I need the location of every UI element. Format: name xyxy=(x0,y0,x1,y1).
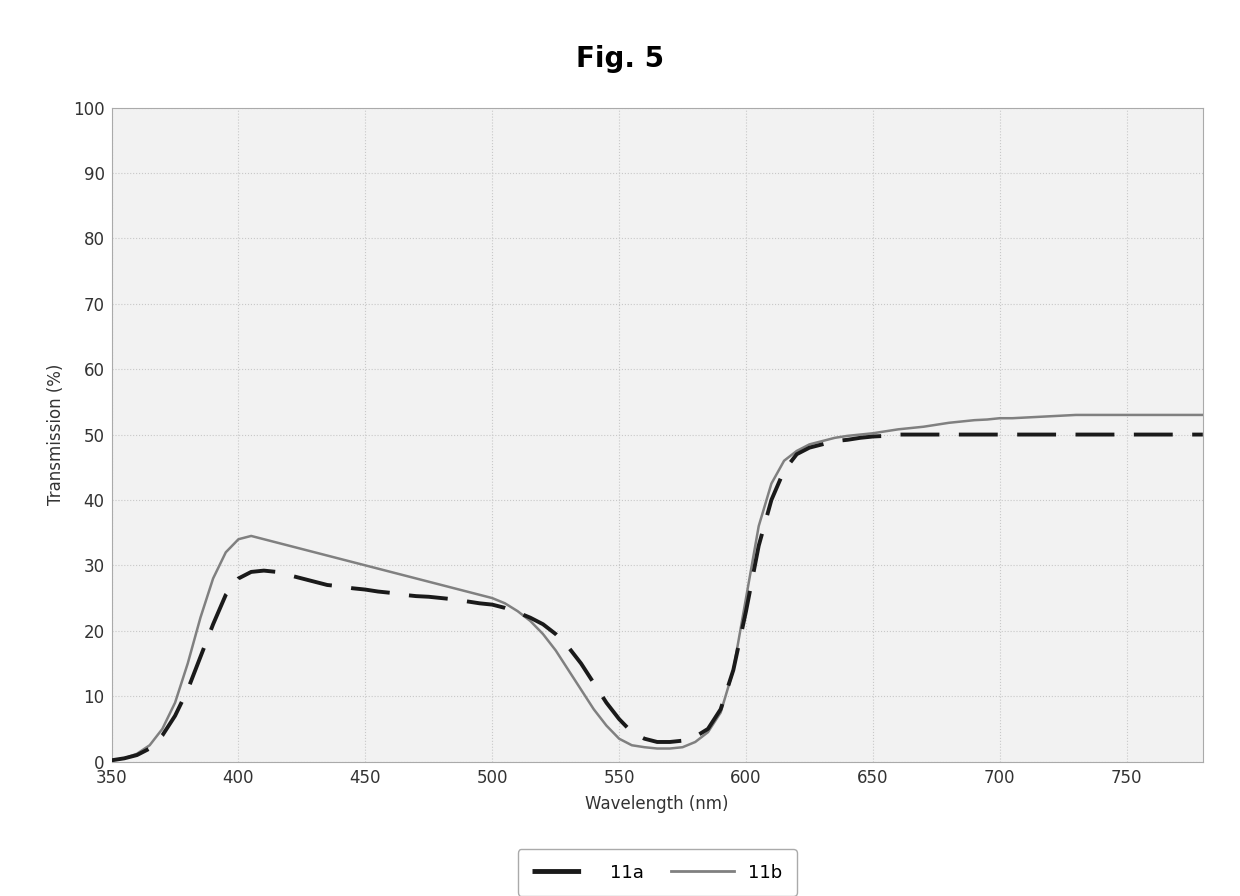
11a xyxy=(281,570,296,581)
11a xyxy=(345,583,360,594)
11b xyxy=(650,743,665,754)
11a xyxy=(104,755,119,766)
11b xyxy=(560,665,575,676)
Line: 11a: 11a xyxy=(112,435,1203,761)
Text: Fig. 5: Fig. 5 xyxy=(575,45,665,73)
11b xyxy=(992,413,1007,424)
11a xyxy=(890,429,905,440)
11a xyxy=(1195,429,1210,440)
11b xyxy=(104,755,119,766)
11a xyxy=(1006,429,1021,440)
11b xyxy=(345,556,360,567)
Line: 11b: 11b xyxy=(112,415,1203,761)
X-axis label: Wavelength (nm): Wavelength (nm) xyxy=(585,795,729,813)
11a xyxy=(560,642,575,652)
11b xyxy=(1195,409,1210,420)
11b xyxy=(422,576,436,587)
Legend: 11a, 11b: 11a, 11b xyxy=(517,849,797,896)
11a xyxy=(650,737,665,747)
Y-axis label: Transmission (%): Transmission (%) xyxy=(47,364,64,505)
11b xyxy=(1069,409,1084,420)
11a xyxy=(422,591,436,602)
11b xyxy=(281,540,296,551)
